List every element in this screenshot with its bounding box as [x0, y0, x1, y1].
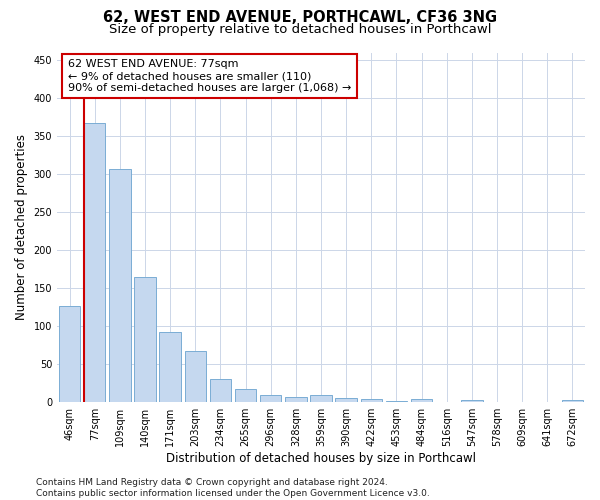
Bar	[562, 400, 583, 402]
Bar	[185, 350, 206, 402]
Bar	[260, 396, 281, 402]
Bar	[310, 396, 332, 402]
Text: 62, WEST END AVENUE, PORTHCAWL, CF36 3NG: 62, WEST END AVENUE, PORTHCAWL, CF36 3NG	[103, 10, 497, 25]
Bar	[411, 399, 432, 402]
X-axis label: Distribution of detached houses by size in Porthcawl: Distribution of detached houses by size …	[166, 452, 476, 465]
Bar	[335, 398, 357, 402]
Bar	[210, 380, 231, 402]
Bar	[386, 400, 407, 402]
Bar	[461, 400, 482, 402]
Text: Contains HM Land Registry data © Crown copyright and database right 2024.
Contai: Contains HM Land Registry data © Crown c…	[36, 478, 430, 498]
Bar	[59, 306, 80, 402]
Bar	[160, 332, 181, 402]
Y-axis label: Number of detached properties: Number of detached properties	[15, 134, 28, 320]
Bar	[361, 399, 382, 402]
Bar	[235, 388, 256, 402]
Text: Size of property relative to detached houses in Porthcawl: Size of property relative to detached ho…	[109, 22, 491, 36]
Bar	[285, 397, 307, 402]
Bar	[109, 169, 131, 402]
Bar	[134, 277, 156, 402]
Bar	[84, 123, 106, 402]
Text: 62 WEST END AVENUE: 77sqm
← 9% of detached houses are smaller (110)
90% of semi-: 62 WEST END AVENUE: 77sqm ← 9% of detach…	[68, 60, 351, 92]
